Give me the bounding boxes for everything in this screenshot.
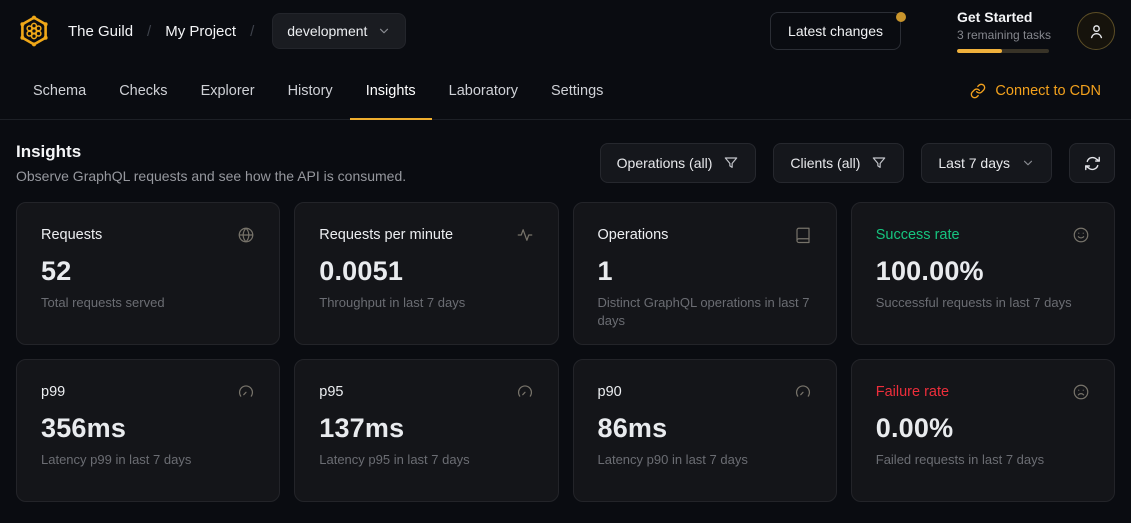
smile-icon <box>1072 226 1090 244</box>
page-subtitle: Observe GraphQL requests and see how the… <box>16 168 407 184</box>
metric-description: Latency p99 in last 7 days <box>41 452 192 467</box>
metric-description: Throughput in last 7 days <box>319 295 466 310</box>
user-avatar[interactable] <box>1077 12 1115 50</box>
metric-card-rpm: Requests per minute 0.0051 Throughput in… <box>294 202 559 345</box>
metrics-grid-row-2: p99 356ms Latency p99 in last 7 days p95 <box>0 359 1131 502</box>
globe-icon <box>237 226 255 244</box>
filter-funnel-icon <box>871 155 887 171</box>
link-icon <box>970 83 986 99</box>
metric-card-p99: p99 356ms Latency p99 in last 7 days <box>16 359 281 502</box>
tab-settings[interactable]: Settings <box>551 82 604 99</box>
environment-select-value: development <box>287 23 368 39</box>
get-started-widget[interactable]: Get Started 3 remaining tasks <box>957 9 1052 53</box>
date-range-select[interactable]: Last 7 days <box>921 143 1052 183</box>
tab-laboratory[interactable]: Laboratory <box>448 82 518 99</box>
metric-value: 100.00% <box>875 256 984 286</box>
metric-description: Total requests served <box>41 295 165 310</box>
metric-label: Operations <box>597 227 669 243</box>
page-title: Insights <box>16 142 82 161</box>
book-icon <box>794 226 812 244</box>
clients-filter-label: Clients (all) <box>790 155 861 171</box>
insights-header: Insights Observe GraphQL requests and se… <box>0 120 1131 202</box>
filter-funnel-icon <box>723 155 739 171</box>
metric-description: Failed requests in last 7 days <box>875 452 1045 467</box>
tabs: Schema Checks Explorer History Insights … <box>17 62 619 120</box>
get-started-progress-track <box>957 48 1049 53</box>
project-tab-bar: Schema Checks Explorer History Insights … <box>0 62 1131 120</box>
metric-card-requests: Requests 52 Total requests served <box>16 202 281 345</box>
tab-history[interactable]: History <box>287 82 333 99</box>
breadcrumb: The Guild / My Project / development <box>14 11 407 51</box>
metric-card-success-rate: Success rate 100.00% Successful requests… <box>850 202 1115 345</box>
metric-value: 0.00% <box>875 413 954 443</box>
activity-icon <box>516 226 534 244</box>
metric-card-p95: p95 137ms Latency p95 in last 7 days <box>294 359 559 502</box>
guild-hive-logo-icon[interactable] <box>14 11 54 51</box>
get-started-progress-fill <box>957 48 1003 53</box>
breadcrumb-separator: / <box>147 22 152 40</box>
metric-card-p90: p90 86ms Latency p90 in last 7 days <box>572 359 837 502</box>
metric-value: 0.0051 <box>319 256 404 286</box>
header-actions: Latest changes Get Started 3 remaining t… <box>770 9 1115 53</box>
top-header: The Guild / My Project / development Lat… <box>0 0 1131 62</box>
chevron-down-icon <box>1021 156 1035 170</box>
clients-filter-button[interactable]: Clients (all) <box>773 143 905 183</box>
metric-value: 137ms <box>319 413 405 443</box>
environment-select[interactable]: development <box>272 13 407 49</box>
refresh-button[interactable] <box>1069 143 1115 183</box>
metric-value: 86ms <box>597 413 668 443</box>
metric-label: p99 <box>41 384 66 400</box>
operations-filter-label: Operations (all) <box>616 155 713 171</box>
metric-label: p90 <box>597 384 622 400</box>
metric-description: Successful requests in last 7 days <box>875 295 1072 310</box>
operations-filter-button[interactable]: Operations (all) <box>599 143 757 183</box>
date-range-value: Last 7 days <box>938 155 1010 171</box>
metrics-grid-row-1: Requests 52 Total requests served Reques… <box>0 202 1131 345</box>
get-started-subtitle: 3 remaining tasks <box>957 27 1052 42</box>
tab-checks[interactable]: Checks <box>119 82 168 99</box>
metric-description: Distinct GraphQL operations in last 7 da… <box>597 295 810 328</box>
org-name[interactable]: The Guild <box>68 22 134 40</box>
metric-value: 356ms <box>41 413 127 443</box>
metric-label: Failure rate <box>875 384 950 400</box>
metric-value: 1 <box>597 256 613 286</box>
person-icon <box>1087 22 1106 41</box>
frown-icon <box>1072 383 1090 401</box>
get-started-title: Get Started <box>957 9 1033 26</box>
metric-value: 52 <box>41 256 72 286</box>
metric-label: Success rate <box>875 227 960 243</box>
metric-label: p95 <box>319 384 344 400</box>
metric-card-failure-rate: Failure rate 0.00% Failed requests in la… <box>850 359 1115 502</box>
filters-toolbar: Operations (all) Clients (all) Last 7 da… <box>599 143 1115 183</box>
gauge-icon <box>237 383 255 401</box>
chevron-down-icon <box>377 24 391 38</box>
metric-description: Latency p90 in last 7 days <box>597 452 748 467</box>
refresh-icon <box>1084 155 1101 172</box>
breadcrumb-separator: / <box>250 22 255 40</box>
tab-explorer[interactable]: Explorer <box>200 82 255 99</box>
tab-insights[interactable]: Insights <box>349 62 432 120</box>
notification-dot <box>896 12 906 22</box>
connect-to-cdn-label: Connect to CDN <box>995 82 1101 99</box>
metric-label: Requests <box>41 227 103 243</box>
gauge-icon <box>794 383 812 401</box>
latest-changes-button[interactable]: Latest changes <box>770 12 901 50</box>
metric-label: Requests per minute <box>319 227 454 243</box>
connect-to-cdn-link[interactable]: Connect to CDN <box>970 62 1101 119</box>
metric-card-operations: Operations 1 Distinct GraphQL operations… <box>572 202 837 345</box>
insights-title-block: Insights Observe GraphQL requests and se… <box>16 142 406 184</box>
tab-schema[interactable]: Schema <box>33 82 87 99</box>
project-name[interactable]: My Project <box>165 22 237 40</box>
metric-description: Latency p95 in last 7 days <box>319 452 470 467</box>
gauge-icon <box>516 383 534 401</box>
